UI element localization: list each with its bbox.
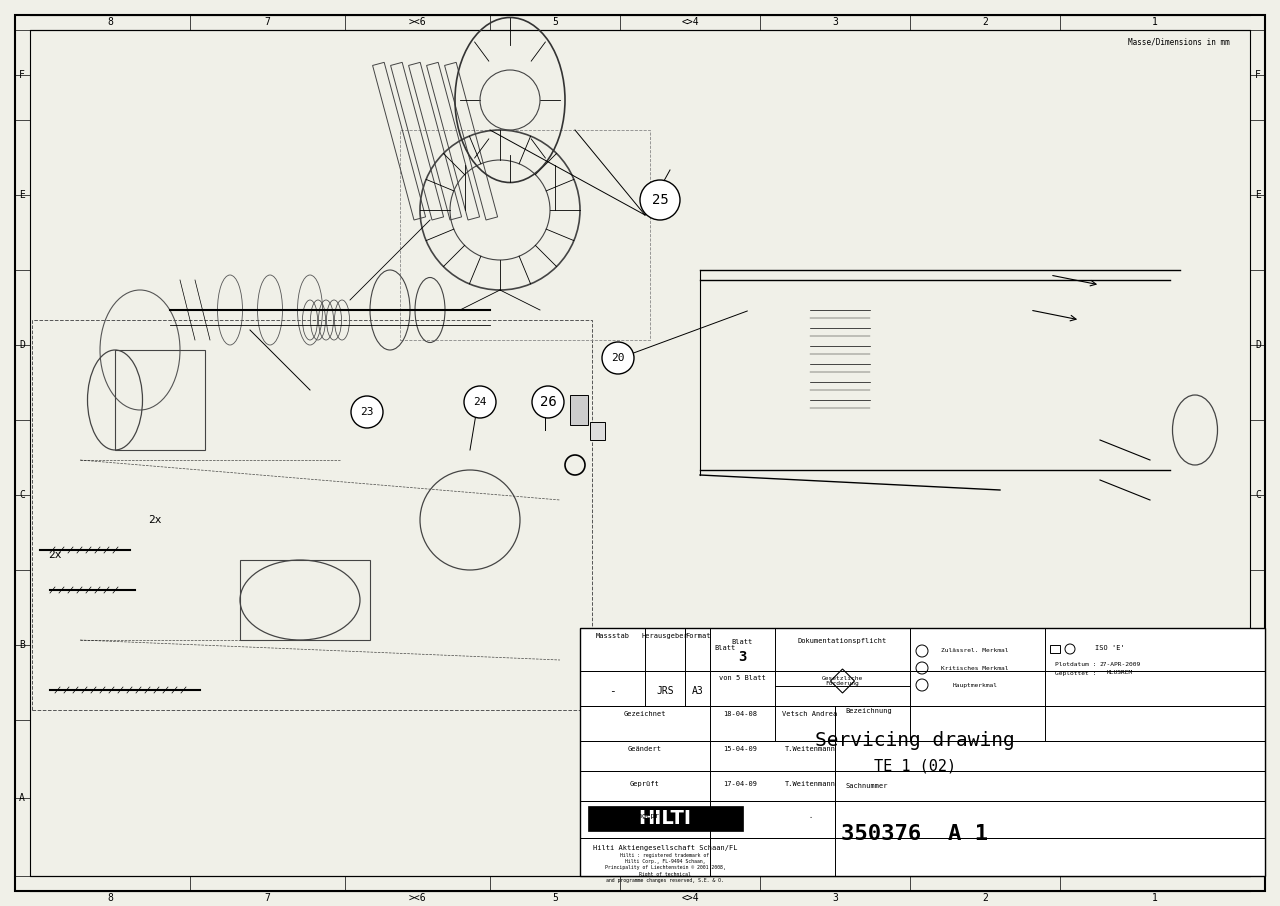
Text: 17-04-09: 17-04-09 — [723, 781, 756, 787]
Text: Herausgeber: Herausgeber — [641, 633, 689, 639]
Text: Hauptmerkmal: Hauptmerkmal — [952, 682, 997, 688]
Text: .: . — [808, 813, 812, 819]
Text: KLUSREM: KLUSREM — [1107, 670, 1133, 676]
Text: ><6: ><6 — [408, 893, 426, 903]
Text: Masse/Dimensions in mm: Masse/Dimensions in mm — [1128, 37, 1230, 46]
Text: ><6: ><6 — [408, 17, 426, 27]
Text: Servicing drawing: Servicing drawing — [815, 731, 1015, 750]
Text: 8: 8 — [108, 17, 113, 27]
Text: 20: 20 — [612, 353, 625, 363]
Bar — [590, 422, 605, 440]
Circle shape — [465, 386, 497, 418]
Text: Massstab: Massstab — [595, 633, 630, 639]
Bar — [426, 63, 480, 220]
Bar — [570, 395, 588, 425]
Text: Dokumentationspflicht: Dokumentationspflicht — [797, 638, 887, 644]
Bar — [580, 628, 1265, 876]
Text: B: B — [19, 640, 24, 650]
Text: 26: 26 — [540, 395, 557, 409]
Text: 25: 25 — [652, 193, 668, 207]
Text: HILTI: HILTI — [639, 809, 691, 828]
Text: -: - — [609, 686, 616, 696]
Text: Hilti Aktiengesellschaft Schaan/FL: Hilti Aktiengesellschaft Schaan/FL — [593, 845, 737, 851]
Text: E: E — [19, 190, 24, 200]
Text: 27-APR-2009: 27-APR-2009 — [1100, 661, 1140, 667]
Text: Sachnummer: Sachnummer — [845, 783, 887, 789]
Text: 8: 8 — [108, 893, 113, 903]
Text: 18-04-08: 18-04-08 — [723, 711, 756, 717]
Text: 5: 5 — [552, 893, 558, 903]
Text: JRS: JRS — [657, 686, 673, 696]
Text: Zulässrel. Merkmal: Zulässrel. Merkmal — [941, 649, 1009, 653]
Text: B: B — [1256, 640, 1261, 650]
Text: Normgepr.: Normgepr. — [626, 813, 664, 819]
Bar — [408, 63, 462, 220]
Text: F: F — [19, 70, 24, 80]
Text: Hilti : registered trademark of
Hilti Corp., FL-9494 Schaan,
Principality of Lie: Hilti : registered trademark of Hilti Co… — [604, 853, 726, 883]
Bar — [1050, 645, 1060, 653]
Text: Plotdatum :: Plotdatum : — [1055, 661, 1096, 667]
Text: 2: 2 — [982, 17, 988, 27]
Text: E: E — [1256, 190, 1261, 200]
Text: Gesetzliche
Forderung: Gesetzliche Forderung — [822, 676, 863, 687]
Text: 23: 23 — [360, 407, 374, 417]
Text: C: C — [1256, 490, 1261, 500]
Text: 7: 7 — [265, 893, 270, 903]
Bar — [390, 63, 444, 220]
Text: 2: 2 — [982, 893, 988, 903]
Text: von 5 Blatt: von 5 Blatt — [718, 675, 765, 681]
Text: Gezeichnet: Gezeichnet — [623, 711, 667, 717]
Bar — [588, 806, 742, 831]
Text: <>4: <>4 — [681, 893, 699, 903]
Bar — [32, 320, 591, 710]
Text: T.Weitenmann: T.Weitenmann — [785, 746, 836, 752]
Text: Vetsch Andrea: Vetsch Andrea — [782, 711, 837, 717]
Text: TE 1 (02): TE 1 (02) — [874, 758, 956, 774]
Text: 5: 5 — [552, 17, 558, 27]
Text: ISO 'E': ISO 'E' — [1096, 645, 1125, 651]
Bar — [372, 63, 425, 220]
Text: Geplottet :: Geplottet : — [1055, 670, 1096, 676]
Text: <>4: <>4 — [681, 17, 699, 27]
Text: A3: A3 — [691, 686, 704, 696]
Text: Geändert: Geändert — [628, 746, 662, 752]
Circle shape — [351, 396, 383, 428]
Text: F: F — [1256, 70, 1261, 80]
Text: D: D — [1256, 340, 1261, 350]
Bar — [115, 350, 205, 450]
Bar — [399, 130, 650, 340]
Text: 3: 3 — [737, 650, 746, 664]
Text: Kritisches Merkmal: Kritisches Merkmal — [941, 666, 1009, 670]
Text: T.Weitenmann: T.Weitenmann — [785, 781, 836, 787]
Text: 3: 3 — [832, 17, 838, 27]
Text: 350376  A 1: 350376 A 1 — [841, 824, 988, 844]
Text: A: A — [1256, 793, 1261, 803]
Text: 15-04-09: 15-04-09 — [723, 746, 756, 752]
Text: 1: 1 — [1152, 17, 1158, 27]
Text: 7: 7 — [265, 17, 270, 27]
Text: 3: 3 — [832, 893, 838, 903]
Text: .: . — [737, 813, 742, 819]
Bar — [444, 63, 498, 220]
Text: Blatt: Blatt — [732, 639, 753, 645]
Circle shape — [602, 342, 634, 374]
Text: 2x: 2x — [49, 550, 61, 560]
Text: A: A — [19, 793, 24, 803]
Text: 1: 1 — [1152, 893, 1158, 903]
Circle shape — [640, 180, 680, 220]
Text: C: C — [19, 490, 24, 500]
Text: Geprüft: Geprüft — [630, 781, 660, 787]
Circle shape — [532, 386, 564, 418]
Text: Blatt: Blatt — [714, 645, 736, 651]
Bar — [241, 560, 370, 640]
Text: 24: 24 — [474, 397, 486, 407]
Text: D: D — [19, 340, 24, 350]
Text: Bezeichnung: Bezeichnung — [845, 708, 892, 714]
Text: Format: Format — [685, 633, 710, 639]
Text: 2x: 2x — [148, 515, 161, 525]
